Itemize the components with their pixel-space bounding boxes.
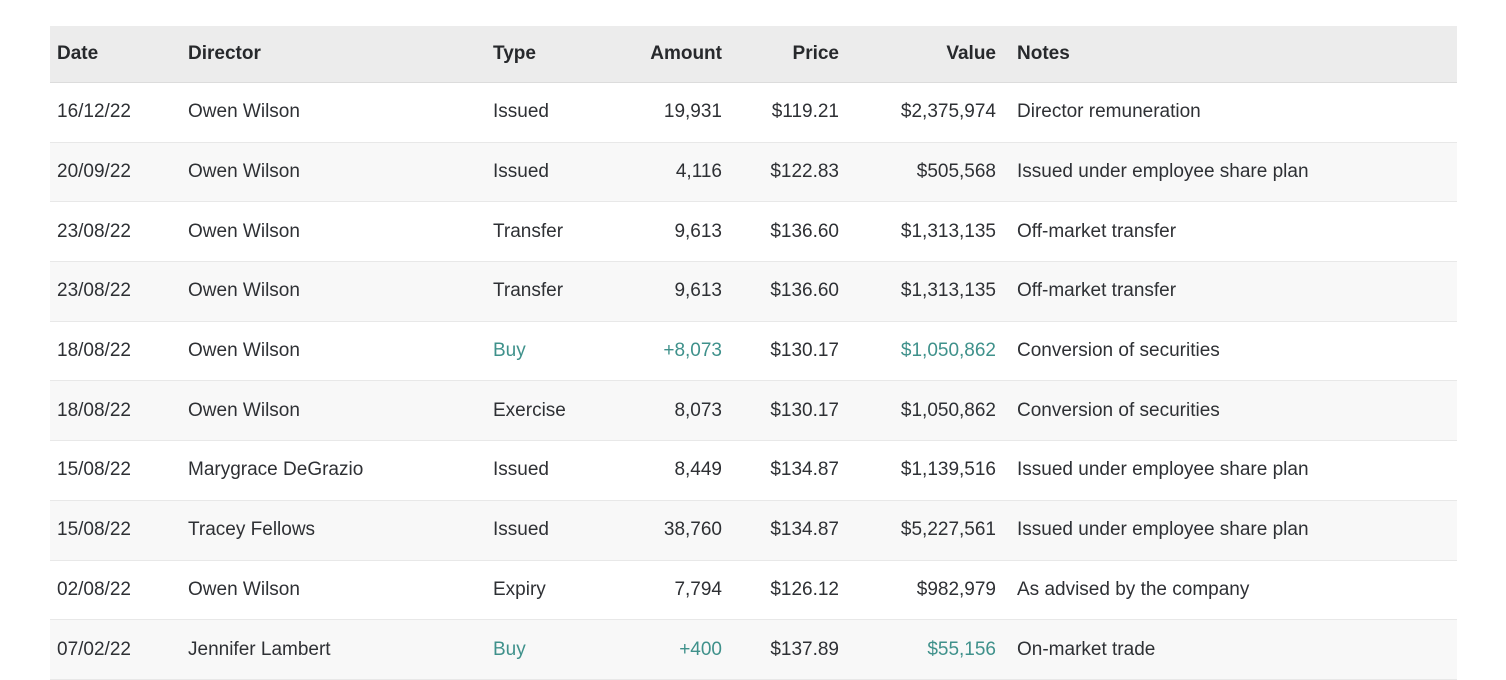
cell-price: $136.60 — [730, 202, 847, 263]
cell-type: Exercise — [485, 381, 580, 442]
cell-type: Issued — [485, 142, 580, 203]
cell-amount: 9,613 — [580, 262, 730, 322]
cell-value: $2,375,974 — [847, 83, 1004, 143]
table-row: 23/08/22 Owen Wilson Transfer 9,613 $136.60 $… — [50, 202, 1457, 263]
cell-date: 07/02/22 — [50, 620, 180, 680]
cell-price: $136.60 — [730, 262, 847, 322]
directors-transactions-table: Date Director Type Amount Price Value No… — [50, 26, 1457, 680]
cell-notes: On-market trade — [1004, 620, 1457, 680]
cell-type: Issued — [485, 500, 580, 561]
cell-value: $1,313,135 — [847, 262, 1004, 322]
cell-type: Buy — [485, 322, 580, 382]
cell-notes: As advised by the company — [1004, 561, 1457, 621]
header-type: Type — [485, 26, 580, 83]
cell-notes: Off-market transfer — [1004, 202, 1457, 263]
cell-date: 23/08/22 — [50, 262, 180, 322]
header-date: Date — [50, 26, 180, 83]
table-body: 16/12/22 Owen Wilson Issued 19,931 $119.21 $2… — [50, 83, 1457, 680]
cell-price: $119.21 — [730, 83, 847, 143]
cell-date: 20/09/22 — [50, 142, 180, 203]
cell-type: Issued — [485, 441, 580, 501]
cell-value: $1,050,862 — [847, 322, 1004, 382]
cell-value: $1,139,516 — [847, 441, 1004, 501]
header-director: Director — [180, 26, 485, 83]
cell-amount: +8,073 — [580, 322, 730, 382]
table-row: 18/08/22 Owen Wilson Exercise 8,073 $130.17 $… — [50, 381, 1457, 442]
cell-notes: Conversion of securities — [1004, 381, 1457, 442]
cell-date: 16/12/22 — [50, 83, 180, 143]
cell-amount: +400 — [580, 620, 730, 680]
cell-type: Issued — [485, 83, 580, 143]
cell-amount: 19,931 — [580, 83, 730, 143]
cell-notes: Director remuneration — [1004, 83, 1457, 143]
cell-date: 18/08/22 — [50, 381, 180, 442]
cell-value: $1,313,135 — [847, 202, 1004, 263]
cell-type: Transfer — [485, 262, 580, 322]
cell-value: $55,156 — [847, 620, 1004, 680]
cell-value: $505,568 — [847, 142, 1004, 203]
cell-notes: Issued under employee share plan — [1004, 500, 1457, 561]
table-row: 02/08/22 Owen Wilson Expiry 7,794 $126.12 $98… — [50, 561, 1457, 621]
header-price: Price — [730, 26, 847, 83]
cell-type: Transfer — [485, 202, 580, 263]
cell-director: Owen Wilson — [180, 202, 485, 263]
cell-price: $122.83 — [730, 142, 847, 203]
cell-date: 18/08/22 — [50, 322, 180, 382]
cell-amount: 8,449 — [580, 441, 730, 501]
table-row: 20/09/22 Owen Wilson Issued 4,116 $122.83 $50… — [50, 142, 1457, 203]
cell-price: $134.87 — [730, 441, 847, 501]
cell-date: 15/08/22 — [50, 441, 180, 501]
header-notes: Notes — [1004, 26, 1457, 83]
cell-price: $130.17 — [730, 381, 847, 442]
table-header: Date Director Type Amount Price Value No… — [50, 26, 1457, 83]
cell-director: Jennifer Lambert — [180, 620, 485, 680]
cell-price: $130.17 — [730, 322, 847, 382]
cell-type: Expiry — [485, 561, 580, 621]
transactions-table: Date Director Type Amount Price Value No… — [50, 26, 1457, 680]
cell-date: 02/08/22 — [50, 561, 180, 621]
cell-date: 23/08/22 — [50, 202, 180, 263]
cell-notes: Issued under employee share plan — [1004, 441, 1457, 501]
cell-director: Owen Wilson — [180, 142, 485, 203]
cell-amount: 7,794 — [580, 561, 730, 621]
cell-director: Owen Wilson — [180, 262, 485, 322]
table-row: 18/08/22 Owen Wilson Buy +8,073 $130.17 $1,05… — [50, 322, 1457, 382]
cell-director: Owen Wilson — [180, 83, 485, 143]
cell-price: $126.12 — [730, 561, 847, 621]
cell-director: Owen Wilson — [180, 381, 485, 442]
cell-price: $137.89 — [730, 620, 847, 680]
header-value: Value — [847, 26, 1004, 83]
cell-notes: Issued under employee share plan — [1004, 142, 1457, 203]
cell-type: Buy — [485, 620, 580, 680]
cell-date: 15/08/22 — [50, 500, 180, 561]
cell-value: $982,979 — [847, 561, 1004, 621]
cell-price: $134.87 — [730, 500, 847, 561]
cell-amount: 4,116 — [580, 142, 730, 203]
cell-amount: 8,073 — [580, 381, 730, 442]
cell-director: Owen Wilson — [180, 322, 485, 382]
cell-value: $1,050,862 — [847, 381, 1004, 442]
header-row: Date Director Type Amount Price Value No… — [50, 26, 1457, 83]
header-amount: Amount — [580, 26, 730, 83]
cell-value: $5,227,561 — [847, 500, 1004, 561]
cell-director: Owen Wilson — [180, 561, 485, 621]
cell-director: Tracey Fellows — [180, 500, 485, 561]
table-row: 23/08/22 Owen Wilson Transfer 9,613 $136.60 $… — [50, 262, 1457, 322]
table-row: 07/02/22 Jennifer Lambert Buy +400 $137.89 $5… — [50, 620, 1457, 680]
table-row: 16/12/22 Owen Wilson Issued 19,931 $119.21 $2… — [50, 83, 1457, 143]
table-row: 15/08/22 Marygrace DeGrazio Issued 8,449 $13… — [50, 441, 1457, 501]
cell-director: Marygrace DeGrazio — [180, 441, 485, 501]
cell-amount: 9,613 — [580, 202, 730, 263]
cell-notes: Off-market transfer — [1004, 262, 1457, 322]
cell-amount: 38,760 — [580, 500, 730, 561]
table-row: 15/08/22 Tracey Fellows Issued 38,760 $134.8… — [50, 500, 1457, 561]
cell-notes: Conversion of securities — [1004, 322, 1457, 382]
